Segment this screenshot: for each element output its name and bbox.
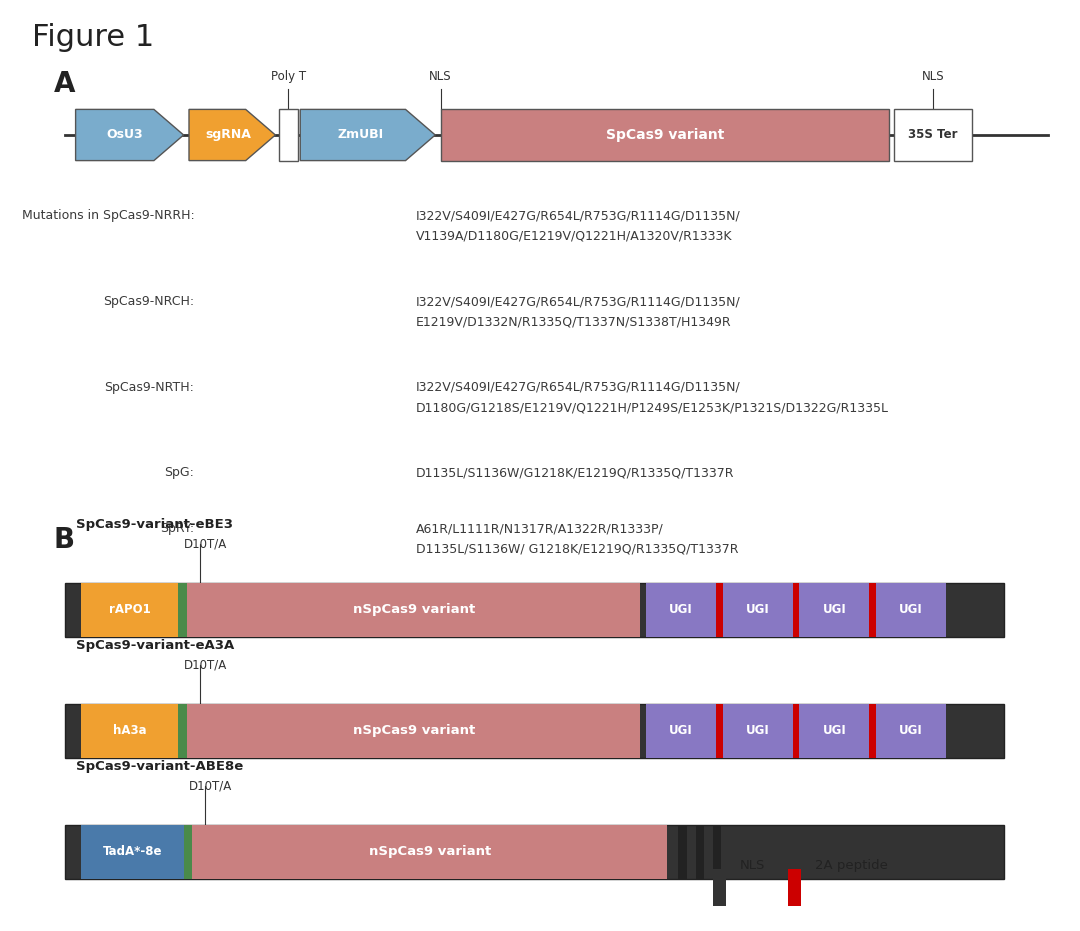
Text: SpCas9-NRTH:: SpCas9-NRTH: bbox=[105, 381, 194, 394]
Text: TadA*-8e: TadA*-8e bbox=[103, 845, 162, 858]
Text: A61R/L1111R/N1317R/A1322R/R1333P/: A61R/L1111R/N1317R/A1322R/R1333P/ bbox=[416, 522, 663, 535]
Text: sgRNA: sgRNA bbox=[205, 128, 251, 142]
FancyBboxPatch shape bbox=[869, 704, 876, 758]
FancyBboxPatch shape bbox=[876, 583, 946, 637]
Text: UGI: UGI bbox=[900, 603, 922, 616]
Text: UGI: UGI bbox=[746, 724, 769, 737]
Text: OsU3: OsU3 bbox=[106, 128, 143, 142]
Text: NLS: NLS bbox=[922, 71, 944, 84]
FancyBboxPatch shape bbox=[793, 704, 799, 758]
FancyBboxPatch shape bbox=[279, 109, 298, 160]
Text: D10T/A: D10T/A bbox=[184, 537, 227, 550]
FancyBboxPatch shape bbox=[178, 583, 187, 637]
Text: Poly T: Poly T bbox=[271, 71, 306, 84]
Text: hA3a: hA3a bbox=[112, 724, 147, 737]
FancyBboxPatch shape bbox=[65, 704, 1004, 758]
Text: D1135L/S1136W/ G1218K/E1219Q/R1335Q/T1337R: D1135L/S1136W/ G1218K/E1219Q/R1335Q/T133… bbox=[416, 543, 739, 556]
Text: Figure 1: Figure 1 bbox=[32, 23, 154, 52]
Polygon shape bbox=[300, 110, 435, 160]
FancyBboxPatch shape bbox=[187, 704, 640, 758]
FancyBboxPatch shape bbox=[646, 704, 716, 758]
FancyBboxPatch shape bbox=[81, 825, 184, 879]
Text: A: A bbox=[54, 70, 76, 98]
FancyBboxPatch shape bbox=[716, 704, 723, 758]
FancyBboxPatch shape bbox=[187, 583, 640, 637]
FancyBboxPatch shape bbox=[716, 583, 723, 637]
FancyBboxPatch shape bbox=[65, 825, 1004, 879]
Text: UGI: UGI bbox=[823, 603, 846, 616]
Text: SpG:: SpG: bbox=[164, 466, 194, 479]
FancyBboxPatch shape bbox=[184, 825, 192, 879]
Text: D1135L/S1136W/G1218K/E1219Q/R1335Q/T1337R: D1135L/S1136W/G1218K/E1219Q/R1335Q/T1337… bbox=[416, 466, 734, 479]
FancyBboxPatch shape bbox=[869, 583, 876, 637]
Polygon shape bbox=[189, 110, 275, 160]
FancyBboxPatch shape bbox=[799, 583, 869, 637]
Text: UGI: UGI bbox=[823, 724, 846, 737]
Text: NLS: NLS bbox=[740, 859, 765, 872]
Text: V1139A/D1180G/E1219V/Q1221H/A1320V/R1333K: V1139A/D1180G/E1219V/Q1221H/A1320V/R1333… bbox=[416, 230, 732, 243]
Polygon shape bbox=[76, 110, 184, 160]
Text: 2A peptide: 2A peptide bbox=[815, 859, 888, 872]
FancyBboxPatch shape bbox=[723, 704, 793, 758]
Text: SpCas9-variant-ABE8e: SpCas9-variant-ABE8e bbox=[76, 760, 243, 773]
Text: NLS: NLS bbox=[430, 71, 451, 84]
Text: SpCas9-variant-eA3A: SpCas9-variant-eA3A bbox=[76, 639, 234, 652]
Text: SpCas9-variant-eBE3: SpCas9-variant-eBE3 bbox=[76, 518, 232, 531]
FancyBboxPatch shape bbox=[81, 704, 178, 758]
Text: Mutations in SpCas9-NRRH:: Mutations in SpCas9-NRRH: bbox=[22, 209, 194, 223]
FancyBboxPatch shape bbox=[696, 825, 704, 879]
FancyBboxPatch shape bbox=[441, 109, 889, 160]
Text: E1219V/D1332N/R1335Q/T1337N/S1338T/H1349R: E1219V/D1332N/R1335Q/T1337N/S1338T/H1349… bbox=[416, 316, 731, 329]
Text: nSpCas9 variant: nSpCas9 variant bbox=[368, 845, 491, 858]
Text: I322V/S409I/E427G/R654L/R753G/R1114G/D1135N/: I322V/S409I/E427G/R654L/R753G/R1114G/D11… bbox=[416, 381, 741, 394]
FancyBboxPatch shape bbox=[876, 704, 946, 758]
Text: UGI: UGI bbox=[900, 724, 922, 737]
Text: SpRY:: SpRY: bbox=[160, 522, 194, 535]
Text: rAPO1: rAPO1 bbox=[109, 603, 150, 616]
FancyBboxPatch shape bbox=[723, 583, 793, 637]
FancyBboxPatch shape bbox=[178, 704, 187, 758]
FancyBboxPatch shape bbox=[799, 704, 869, 758]
Text: B: B bbox=[54, 526, 76, 554]
Text: D1180G/G1218S/E1219V/Q1221H/P1249S/E1253K/P1321S/D1322G/R1335L: D1180G/G1218S/E1219V/Q1221H/P1249S/E1253… bbox=[416, 401, 889, 414]
Text: 35S Ter: 35S Ter bbox=[908, 128, 958, 142]
Text: SpCas9 variant: SpCas9 variant bbox=[606, 128, 724, 142]
FancyBboxPatch shape bbox=[678, 825, 687, 879]
FancyBboxPatch shape bbox=[788, 869, 801, 906]
FancyBboxPatch shape bbox=[713, 825, 721, 879]
Text: nSpCas9 variant: nSpCas9 variant bbox=[352, 724, 475, 737]
Text: I322V/S409I/E427G/R654L/R753G/R1114G/D1135N/: I322V/S409I/E427G/R654L/R753G/R1114G/D11… bbox=[416, 209, 741, 223]
Text: UGI: UGI bbox=[746, 603, 769, 616]
Text: ZmUBI: ZmUBI bbox=[338, 128, 384, 142]
Text: D10T/A: D10T/A bbox=[189, 779, 232, 792]
FancyBboxPatch shape bbox=[713, 869, 726, 906]
Text: UGI: UGI bbox=[670, 603, 692, 616]
Text: SpCas9-NRCH:: SpCas9-NRCH: bbox=[104, 295, 194, 308]
Text: I322V/S409I/E427G/R654L/R753G/R1114G/D1135N/: I322V/S409I/E427G/R654L/R753G/R1114G/D11… bbox=[416, 295, 741, 308]
FancyBboxPatch shape bbox=[894, 109, 972, 160]
FancyBboxPatch shape bbox=[192, 825, 667, 879]
FancyBboxPatch shape bbox=[646, 583, 716, 637]
FancyBboxPatch shape bbox=[81, 583, 178, 637]
FancyBboxPatch shape bbox=[793, 583, 799, 637]
FancyBboxPatch shape bbox=[65, 583, 1004, 637]
Text: nSpCas9 variant: nSpCas9 variant bbox=[352, 603, 475, 616]
Text: D10T/A: D10T/A bbox=[184, 658, 227, 671]
Text: UGI: UGI bbox=[670, 724, 692, 737]
